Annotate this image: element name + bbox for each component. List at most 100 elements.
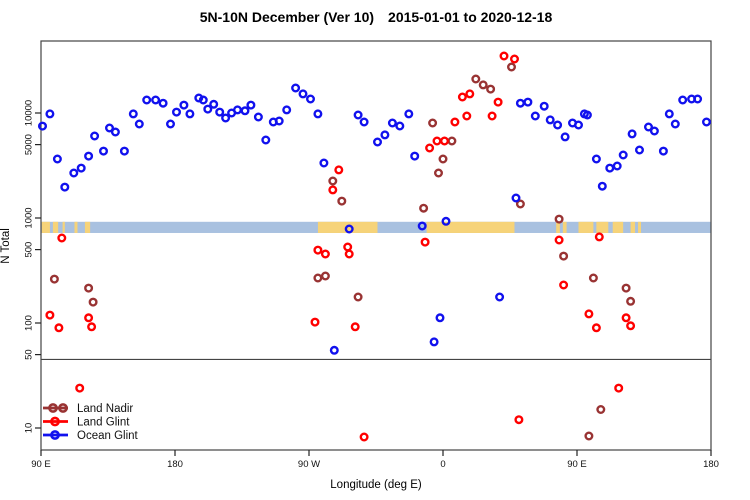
data-point bbox=[596, 405, 606, 415]
map-band-land-segment bbox=[62, 221, 65, 233]
data-point bbox=[319, 158, 329, 168]
data-point bbox=[440, 136, 450, 146]
data-point bbox=[554, 235, 564, 245]
data-point bbox=[49, 274, 59, 284]
data-point bbox=[134, 119, 144, 129]
data-point bbox=[471, 74, 481, 84]
chart-title: 5N-10N December (Ver 10) 2015-01-01 to 20… bbox=[1, 9, 750, 25]
data-point bbox=[38, 121, 48, 131]
data-point bbox=[104, 123, 114, 133]
data-point bbox=[465, 89, 475, 99]
data-point bbox=[88, 297, 98, 307]
data-point bbox=[499, 51, 509, 61]
data-point bbox=[215, 107, 225, 117]
data-point bbox=[450, 117, 460, 127]
data-point bbox=[320, 249, 330, 259]
data-point bbox=[693, 94, 703, 104]
data-point bbox=[261, 135, 271, 145]
data-point bbox=[605, 163, 615, 173]
data-point bbox=[515, 199, 525, 209]
data-point bbox=[478, 80, 488, 90]
data-point bbox=[142, 95, 152, 105]
data-point bbox=[310, 317, 320, 327]
data-point bbox=[511, 193, 521, 203]
y-tick-label: 10 bbox=[24, 423, 35, 434]
data-point bbox=[420, 237, 430, 247]
data-point bbox=[664, 109, 674, 119]
data-point bbox=[158, 98, 168, 108]
data-point bbox=[591, 154, 601, 164]
data-point bbox=[253, 112, 263, 122]
data-point bbox=[344, 224, 354, 234]
data-point bbox=[119, 146, 129, 156]
data-point bbox=[221, 113, 231, 123]
data-point bbox=[495, 292, 505, 302]
chart-title-daterange: 2015-01-01 to 2020-12-18 bbox=[388, 9, 553, 25]
data-point bbox=[425, 143, 435, 153]
data-point bbox=[274, 116, 284, 126]
data-point bbox=[487, 111, 497, 121]
map-band-land-segment bbox=[556, 221, 560, 233]
data-point bbox=[128, 109, 138, 119]
data-point bbox=[240, 106, 250, 116]
data-point bbox=[429, 337, 439, 347]
data-point bbox=[353, 292, 363, 302]
data-point bbox=[75, 383, 85, 393]
data-point bbox=[380, 130, 390, 140]
data-point bbox=[54, 323, 64, 333]
data-point bbox=[434, 168, 444, 178]
x-tick-label: 180 bbox=[703, 459, 719, 470]
data-point bbox=[614, 383, 624, 393]
y-tick-label: 10000 bbox=[24, 100, 35, 126]
data-point bbox=[84, 151, 94, 161]
data-point bbox=[198, 95, 208, 105]
data-point bbox=[179, 100, 189, 110]
data-point bbox=[90, 131, 100, 141]
data-point bbox=[560, 132, 570, 142]
x-tick-label: 90 E bbox=[567, 459, 587, 470]
data-point bbox=[559, 280, 569, 290]
data-point bbox=[678, 95, 688, 105]
data-point bbox=[582, 110, 592, 120]
data-point bbox=[45, 310, 55, 320]
data-point bbox=[232, 105, 242, 115]
y-tick-label: 100 bbox=[24, 315, 35, 331]
data-point bbox=[84, 283, 94, 293]
legend-marker bbox=[58, 403, 68, 413]
data-point bbox=[658, 146, 668, 156]
data-point bbox=[649, 126, 659, 136]
map-band-land-segment bbox=[41, 221, 50, 233]
y-tick-label: 5000 bbox=[24, 134, 35, 155]
data-point bbox=[627, 129, 637, 139]
map-band-land-segment bbox=[74, 221, 78, 233]
y-tick-label: 50 bbox=[24, 349, 35, 360]
data-point bbox=[45, 109, 55, 119]
x-tick-label: 90 E bbox=[31, 459, 51, 470]
data-point bbox=[417, 221, 427, 231]
legend-marker bbox=[50, 416, 60, 427]
data-point bbox=[539, 101, 549, 111]
data-point bbox=[419, 203, 429, 213]
data-point bbox=[621, 283, 631, 293]
data-point bbox=[435, 313, 445, 323]
data-point bbox=[515, 98, 525, 108]
series-ocean-glint bbox=[38, 83, 712, 355]
data-point bbox=[359, 117, 369, 127]
legend-label: Land Glint bbox=[77, 417, 130, 429]
x-axis: 90 E 180 90 W 0 90 E 180 bbox=[31, 450, 719, 470]
x-tick-label: 90 W bbox=[298, 459, 320, 470]
data-point bbox=[306, 94, 316, 104]
data-point bbox=[282, 105, 292, 115]
data-point bbox=[203, 104, 213, 114]
data-point bbox=[313, 273, 323, 283]
data-point bbox=[171, 107, 181, 117]
data-point bbox=[574, 120, 584, 130]
data-point bbox=[621, 313, 631, 323]
map-band-land-segment bbox=[630, 221, 636, 233]
plot-border bbox=[40, 40, 712, 451]
data-point bbox=[395, 121, 405, 131]
data-point bbox=[591, 323, 601, 333]
data-point bbox=[350, 322, 360, 332]
